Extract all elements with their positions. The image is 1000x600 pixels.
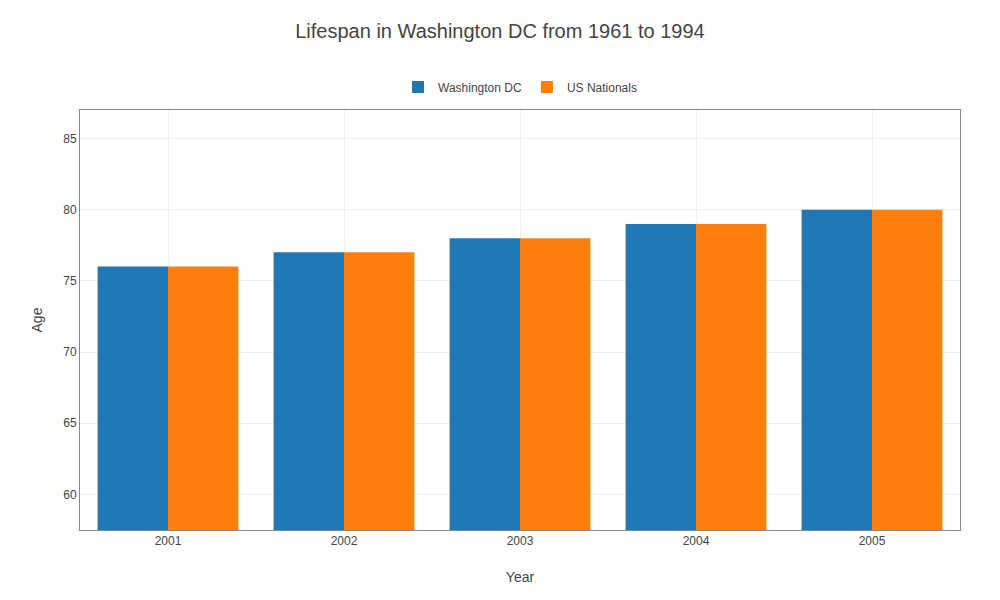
svg-text:Age: Age (29, 307, 45, 332)
svg-text:Lifespan in Washington DC from: Lifespan in Washington DC from 1961 to 1… (295, 20, 705, 42)
svg-text:70: 70 (63, 345, 77, 359)
svg-text:Washington DC: Washington DC (438, 81, 522, 95)
svg-text:2002: 2002 (331, 534, 358, 548)
svg-text:65: 65 (63, 416, 77, 430)
svg-text:Year: Year (506, 569, 535, 585)
svg-text:2005: 2005 (859, 534, 886, 548)
svg-text:2003: 2003 (507, 534, 534, 548)
svg-text:85: 85 (63, 132, 77, 146)
svg-text:2004: 2004 (683, 534, 710, 548)
svg-text:75: 75 (63, 274, 77, 288)
svg-text:60: 60 (63, 488, 77, 502)
svg-text:US Nationals: US Nationals (567, 81, 637, 95)
svg-text:80: 80 (63, 203, 77, 217)
svg-text:2001: 2001 (155, 534, 182, 548)
